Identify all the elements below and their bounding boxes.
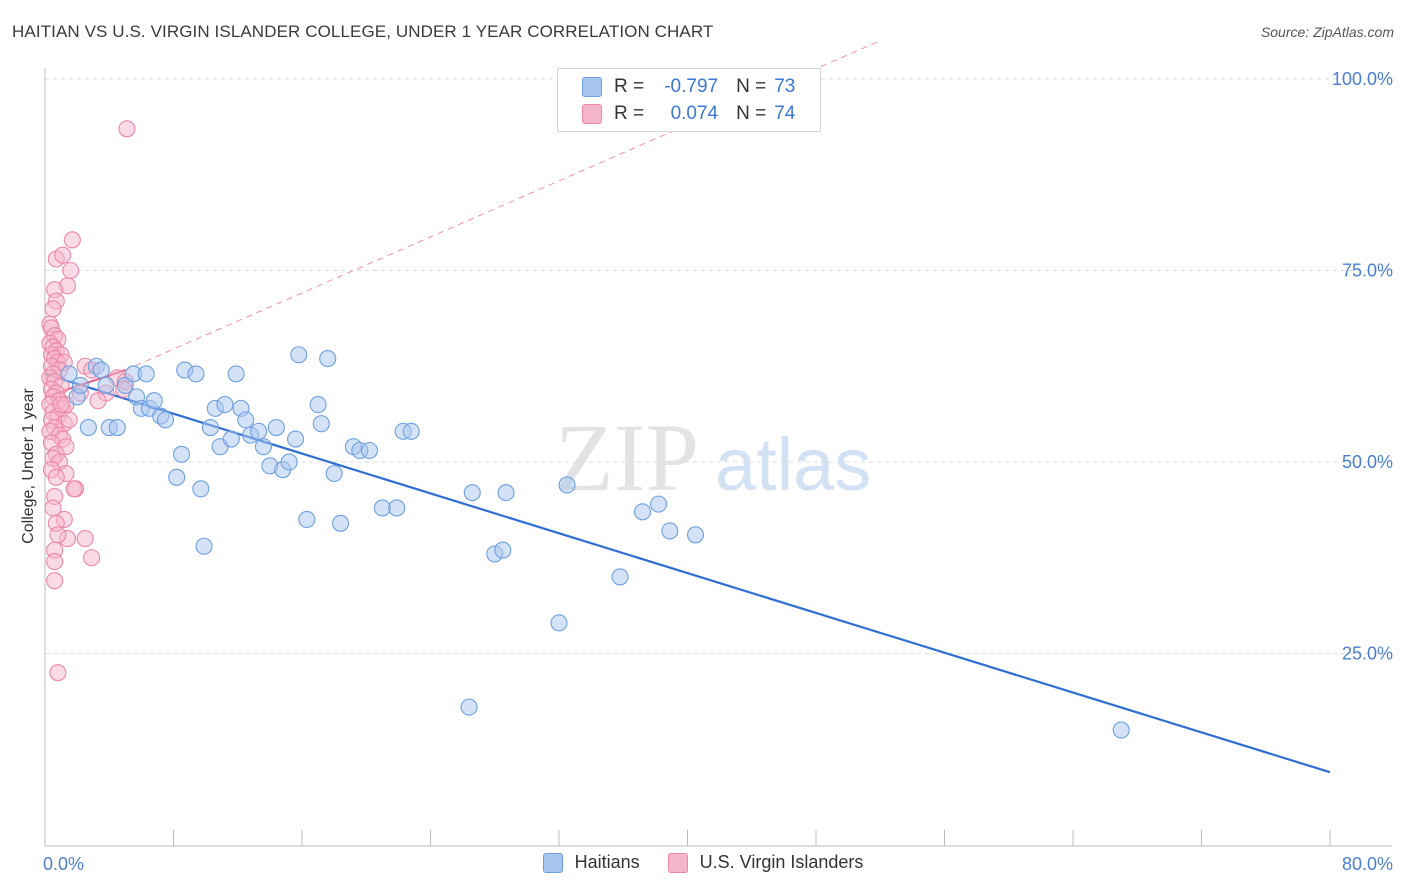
legend-swatch-pink <box>582 104 602 124</box>
n-label: N = <box>736 76 767 97</box>
data-point-haitians <box>611 568 629 586</box>
data-point-virgin-islanders <box>49 526 67 544</box>
data-point-haitians <box>319 350 337 368</box>
axis-labels: 25.0% 50.0% 75.0% 100.0% 0.0% 80.0% College, U… <box>20 69 1393 874</box>
legend-item-virgin-islanders[interactable]: U.S. Virgin Islanders <box>667 852 864 873</box>
data-points <box>41 120 1130 739</box>
data-point-haitians <box>79 418 97 437</box>
data-point-haitians <box>108 418 126 437</box>
data-point-haitians <box>290 346 308 364</box>
data-point-haitians <box>60 365 78 383</box>
y-axis-label: College, Under 1 year <box>20 388 37 544</box>
data-point-haitians <box>227 365 245 383</box>
data-point-virgin-islanders <box>54 246 72 264</box>
r-label: R = <box>614 103 645 124</box>
data-point-haitians <box>1112 721 1130 739</box>
data-point-haitians <box>145 392 163 410</box>
data-point-haitians <box>298 510 316 529</box>
data-point-haitians <box>309 395 327 414</box>
data-point-haitians <box>172 445 191 463</box>
x-tick-label: 0.0% <box>43 854 84 874</box>
data-point-haitians <box>497 484 515 502</box>
data-point-haitians <box>216 395 234 414</box>
data-point-haitians <box>558 476 576 494</box>
data-point-virgin-islanders <box>62 261 80 280</box>
data-point-haitians <box>237 411 255 429</box>
y-tick-label: 50.0% <box>1342 452 1393 472</box>
y-tick-label: 25.0% <box>1342 644 1393 664</box>
grid-lines <box>45 78 1392 654</box>
data-point-haitians <box>633 503 652 521</box>
data-point-haitians <box>388 499 406 517</box>
data-point-virgin-islanders <box>49 664 67 682</box>
data-point-haitians <box>331 514 350 532</box>
data-point-haitians <box>71 376 89 394</box>
data-point-haitians <box>402 422 420 440</box>
data-point-virgin-islanders <box>52 395 70 414</box>
data-point-virgin-islanders <box>47 468 65 486</box>
data-point-haitians <box>686 526 705 544</box>
data-point-haitians <box>373 499 391 517</box>
data-point-haitians <box>661 522 679 540</box>
legend-swatch-pink <box>667 852 688 873</box>
y-tick-label: 75.0% <box>1342 261 1393 281</box>
data-point-haitians <box>312 415 330 433</box>
data-point-haitians <box>360 441 379 460</box>
legend-swatch-blue <box>542 852 563 873</box>
n-value-virgin-islanders: 74 <box>774 103 796 124</box>
series-legend: Haitians U.S. Virgin Islanders <box>0 852 1406 873</box>
data-point-haitians <box>137 365 155 383</box>
legend-row-virgin-islanders: R = 0.074 N = 74 <box>582 101 795 127</box>
data-point-virgin-islanders <box>76 530 94 548</box>
chart-title: HAITIAN VS U.S. VIRGIN ISLANDER COLLEGE,… <box>12 22 714 41</box>
data-point-haitians <box>97 376 115 394</box>
data-point-haitians <box>156 411 175 429</box>
r-label: R = <box>614 76 645 97</box>
data-point-virgin-islanders <box>44 300 62 318</box>
data-point-haitians <box>222 430 240 448</box>
data-point-haitians <box>287 430 305 448</box>
data-point-haitians <box>250 422 268 440</box>
data-point-haitians <box>280 453 298 471</box>
n-value-haitians: 73 <box>774 76 796 97</box>
legend-label-haitians: Haitians <box>574 852 640 872</box>
data-point-virgin-islanders <box>65 480 83 498</box>
legend-item-haitians[interactable]: Haitians <box>542 852 640 873</box>
data-point-haitians <box>550 614 568 632</box>
data-point-haitians <box>195 537 213 555</box>
source-attribution: Source: ZipAtlas.com <box>1260 24 1394 40</box>
data-point-virgin-islanders <box>46 553 64 571</box>
legend-row-haitians: R = -0.797 N = 73 <box>582 74 795 100</box>
y-tick-label: 100.0% <box>1332 69 1393 89</box>
r-value-virgin-islanders: 0.074 <box>670 103 719 124</box>
data-point-haitians <box>267 418 285 437</box>
legend-swatch-blue <box>582 77 602 97</box>
n-label: N = <box>736 103 767 124</box>
data-point-virgin-islanders <box>60 411 78 429</box>
data-point-virgin-islanders <box>89 392 107 410</box>
data-point-virgin-islanders <box>118 120 136 138</box>
data-point-haitians <box>494 541 512 559</box>
data-point-haitians <box>168 468 186 486</box>
r-value-haitians: -0.797 <box>664 76 719 97</box>
data-point-haitians <box>92 361 110 379</box>
data-point-haitians <box>460 698 478 716</box>
data-point-haitians <box>325 464 343 483</box>
data-point-haitians <box>192 480 210 498</box>
x-tick-label: 80.0% <box>1342 854 1393 874</box>
data-point-haitians <box>650 495 668 513</box>
data-point-virgin-islanders <box>46 572 64 590</box>
legend-label-virgin-islanders: U.S. Virgin Islanders <box>699 852 864 872</box>
correlation-legend: R = -0.797 N = 73 R = 0.074 N = 74 <box>557 68 821 132</box>
data-point-haitians <box>201 418 219 437</box>
data-point-virgin-islanders <box>83 549 101 567</box>
data-point-haitians <box>254 438 273 456</box>
data-point-haitians <box>187 365 205 383</box>
data-point-virgin-islanders <box>63 231 81 249</box>
data-point-haitians <box>463 484 481 502</box>
